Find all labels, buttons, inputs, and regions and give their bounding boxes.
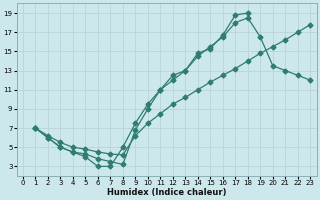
X-axis label: Humidex (Indice chaleur): Humidex (Indice chaleur) — [107, 188, 226, 197]
